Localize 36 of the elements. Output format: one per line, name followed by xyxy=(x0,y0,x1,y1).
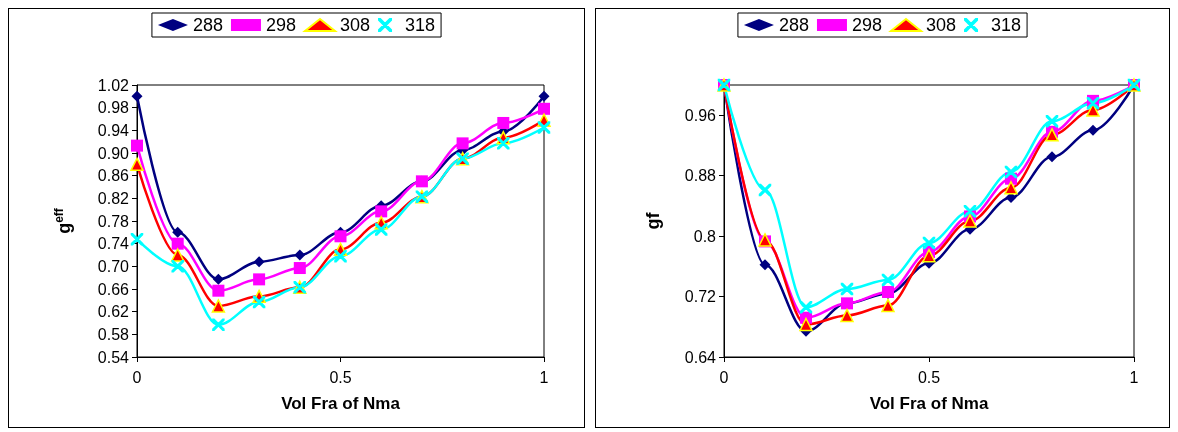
y-tick-label: 0.58 xyxy=(97,325,130,343)
y-tick-label: 0.86 xyxy=(97,167,130,185)
y-tick-label: 0.82 xyxy=(97,189,130,207)
legend-label: 308 xyxy=(340,15,371,35)
y-tick-label: 0.66 xyxy=(97,280,130,298)
y-tick-label: 0.54 xyxy=(97,348,130,366)
x-axis-title: Vol Fra of Nma xyxy=(281,394,401,413)
y-tick-label: 0.94 xyxy=(97,121,130,139)
legend-label: 308 xyxy=(926,15,957,35)
y-axis-title: geff xyxy=(52,207,74,234)
legend-label: 298 xyxy=(851,15,883,35)
legend-label: 318 xyxy=(405,15,436,35)
y-axis-title: gf xyxy=(643,211,663,230)
y-tick-label: 0.72 xyxy=(684,288,717,306)
legend-label: 288 xyxy=(192,15,223,35)
x-tick-label: 0 xyxy=(719,368,729,386)
x-tick-label: 0.5 xyxy=(329,368,352,386)
y-tick-label: 0.88 xyxy=(684,167,717,185)
y-tick-label: 0.78 xyxy=(97,212,130,230)
x-tick-label: 1 xyxy=(1129,368,1139,386)
y-tick-label: 0.62 xyxy=(97,303,130,321)
y-tick-label: 0.96 xyxy=(684,106,717,124)
y-tick-label: 0.64 xyxy=(684,348,717,366)
x-tick-label: 0.5 xyxy=(917,368,941,386)
y-tick-label: 0.70 xyxy=(97,257,130,275)
legend-label: 318 xyxy=(991,15,1022,35)
x-tick-label: 0 xyxy=(132,368,142,386)
y-tick-label: 0.8 xyxy=(693,227,717,245)
y-tick-label: 0.74 xyxy=(97,235,130,253)
legend-label: 288 xyxy=(778,15,809,35)
y-tick-label: 0.98 xyxy=(97,99,130,117)
y-tick-label: 0.90 xyxy=(97,144,130,162)
legend-label: 298 xyxy=(265,15,297,35)
y-tick-label: 1.02 xyxy=(97,76,130,94)
x-axis-title: Vol Fra of Nma xyxy=(869,394,989,413)
x-tick-label: 1 xyxy=(539,368,549,386)
